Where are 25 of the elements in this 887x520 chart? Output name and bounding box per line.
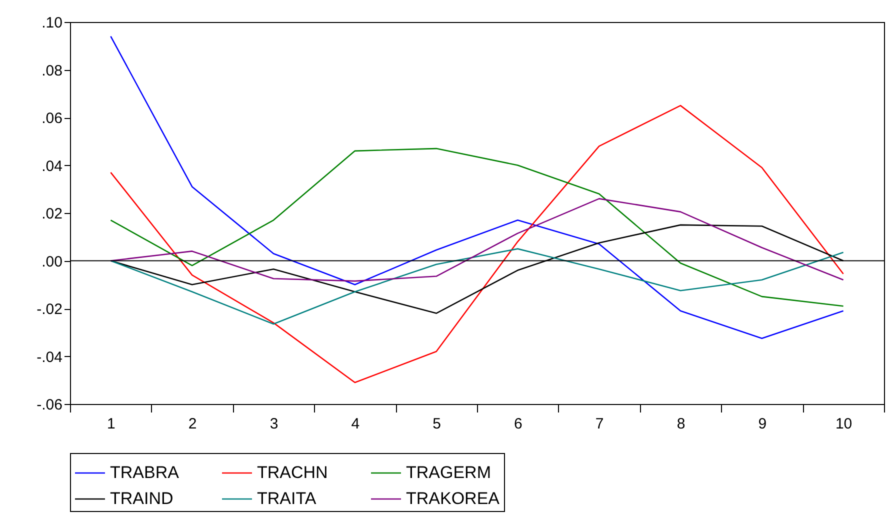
y-tick-label: .10 xyxy=(42,14,62,32)
x-tick-label: 7 xyxy=(595,416,604,432)
legend-label: TRACHN xyxy=(257,463,328,482)
y-tick-label: .00 xyxy=(42,253,62,270)
legend-label: TRABRA xyxy=(110,463,180,482)
y-tick-label: -.06 xyxy=(36,396,62,414)
x-tick-label: 8 xyxy=(676,416,686,432)
x-tick-label: 4 xyxy=(351,416,360,432)
x-tick-label: 5 xyxy=(432,416,441,432)
y-tick-label: -.04 xyxy=(36,348,62,366)
x-tick-label: 9 xyxy=(758,416,767,432)
y-tick-label: .02 xyxy=(42,206,62,222)
legend-label: TRAIND xyxy=(110,489,174,508)
y-tick-label: .06 xyxy=(42,110,62,127)
x-tick-label: 1 xyxy=(107,416,116,432)
y-tick-label: .08 xyxy=(42,62,62,80)
y-tick-label: -.02 xyxy=(36,301,62,318)
legend-label: TRAGERM xyxy=(406,463,491,482)
legend-label: TRAITA xyxy=(257,489,317,508)
x-tick-label: 3 xyxy=(270,416,278,432)
legend-label: TRAKOREA xyxy=(406,489,500,508)
x-tick-label: 2 xyxy=(188,416,197,432)
y-tick-label: .04 xyxy=(42,158,62,175)
x-tick-label: 6 xyxy=(514,416,522,432)
x-tick-label: 10 xyxy=(835,416,852,432)
